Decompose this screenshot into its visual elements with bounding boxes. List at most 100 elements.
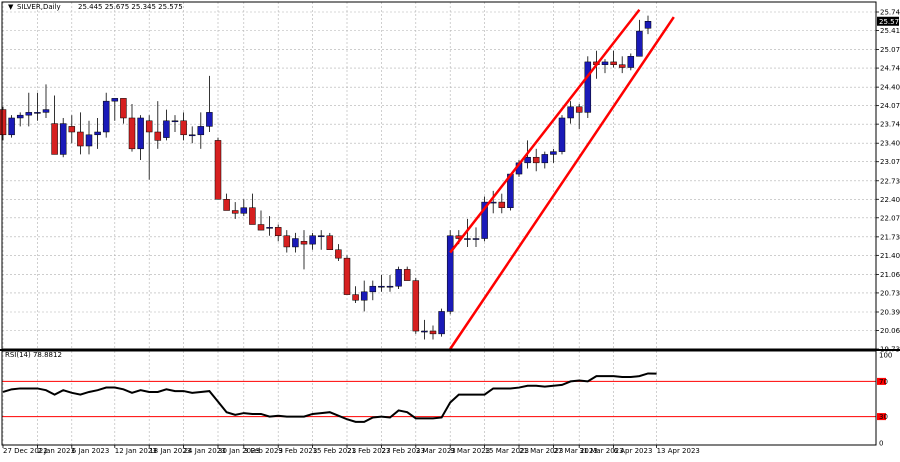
rsi-panel: [2, 372, 876, 423]
candle: [300, 230, 308, 270]
candle-body-bull: [524, 156, 531, 164]
candle-body-bear: [403, 269, 411, 281]
candle: [446, 230, 454, 315]
dropdown-triangle-icon[interactable]: ▼: [8, 3, 14, 11]
candle-body-bear: [326, 235, 334, 251]
candle-body-bull: [25, 112, 33, 116]
candle: [309, 232, 316, 250]
price-tick-label: 23.070: [880, 158, 900, 166]
candle: [128, 103, 136, 152]
price-tick-label: 23.400: [880, 140, 900, 148]
price-tick-label: 21.060: [880, 271, 900, 279]
candle-body-bull: [636, 30, 643, 57]
candle: [532, 148, 540, 172]
price-tick-label: 22.070: [880, 214, 900, 222]
candle: [266, 216, 273, 236]
candle: [68, 115, 76, 144]
candle: [25, 92, 33, 127]
candle-body-bear: [68, 126, 76, 133]
price-tick-label: 25.740: [880, 9, 900, 17]
candle: [403, 266, 411, 281]
candle: [42, 84, 50, 118]
candle-body-bull: [292, 238, 299, 248]
candle-body-bull: [59, 123, 67, 155]
candle: [111, 98, 119, 121]
candle-body-bear: [300, 241, 308, 245]
candle: [16, 112, 24, 127]
symbol-label: SILVER,Daily: [17, 3, 61, 11]
time-tick-label: 9 Mar 2023: [450, 447, 490, 455]
candle-body-bear: [223, 199, 230, 211]
candle-body-bear: [283, 235, 291, 248]
candle-body-bear: [249, 207, 256, 225]
candle-body-bear: [231, 210, 239, 214]
candle: [618, 56, 626, 74]
time-tick-label: 27 Mar 2023: [553, 447, 597, 455]
candle-body-bear: [77, 131, 84, 147]
price-tick-label: 19.730: [880, 346, 900, 354]
candle: [102, 92, 110, 138]
candle: [498, 193, 506, 214]
trend-channel[interactable]: [449, 8, 675, 350]
time-tick-label: 18 Jan 2023: [149, 447, 191, 455]
candle: [601, 59, 609, 74]
candle-body-bull: [309, 235, 316, 245]
candle: [386, 274, 394, 292]
candle-body-bull: [171, 120, 179, 123]
candle-body-bull: [197, 126, 205, 136]
candle-body-bear: [145, 120, 153, 133]
candle-body-bear: [128, 117, 136, 150]
candle-body-bull: [550, 151, 557, 155]
price-tick-label: 22.400: [880, 196, 900, 204]
candle-body-bear: [214, 140, 222, 200]
candle: [644, 15, 652, 35]
candle-body-bear: [343, 257, 351, 295]
candle: [77, 112, 84, 155]
candle-body-bear: [154, 131, 162, 141]
candle-body-bear: [610, 61, 617, 65]
price-tick-label: 20.730: [880, 289, 900, 297]
candle-body-bull: [317, 235, 325, 237]
candle: [575, 103, 583, 130]
candle-body-bull: [446, 235, 454, 312]
candle-body-bear: [352, 294, 359, 301]
time-tick-label: 15 Feb 2023: [313, 447, 357, 455]
candle-body-bull: [369, 285, 377, 293]
candle: [137, 115, 144, 161]
candle: [274, 224, 282, 242]
candle: [317, 230, 325, 250]
candle-body-bear: [335, 249, 342, 259]
candle: [335, 244, 342, 261]
candle: [283, 230, 291, 253]
candle: [326, 232, 334, 251]
channel-upper-line[interactable]: [449, 8, 641, 254]
candle: [180, 112, 187, 141]
time-tick-label: 21 Feb 2023: [347, 447, 391, 455]
time-tick-label: 3 Mar 2023: [416, 447, 456, 455]
price-tick-label: 20.060: [880, 327, 900, 335]
candle: [240, 199, 248, 217]
candle-body-bull: [163, 120, 170, 138]
candle-body-bull: [360, 291, 368, 301]
price-tick-label: 24.070: [880, 102, 900, 110]
candle: [249, 193, 256, 225]
candle-body-bull: [111, 98, 119, 102]
candle-body-bull: [102, 100, 110, 133]
candle: [206, 75, 213, 132]
candle: [429, 325, 437, 340]
candle: [369, 280, 377, 301]
candle: [550, 148, 557, 163]
candle-body-bull: [395, 269, 402, 287]
price-tick-label: 25.410: [880, 27, 900, 35]
channel-lower-line[interactable]: [449, 16, 675, 350]
candle-body-bull: [601, 61, 609, 65]
rsi-tick-label: 70: [879, 378, 888, 386]
candle-body-bull: [8, 117, 15, 136]
candle-body-bull: [42, 109, 50, 113]
candle: [636, 19, 643, 57]
candle: [163, 109, 170, 141]
candle: [567, 101, 574, 124]
rsi-level-badge: [877, 377, 886, 385]
